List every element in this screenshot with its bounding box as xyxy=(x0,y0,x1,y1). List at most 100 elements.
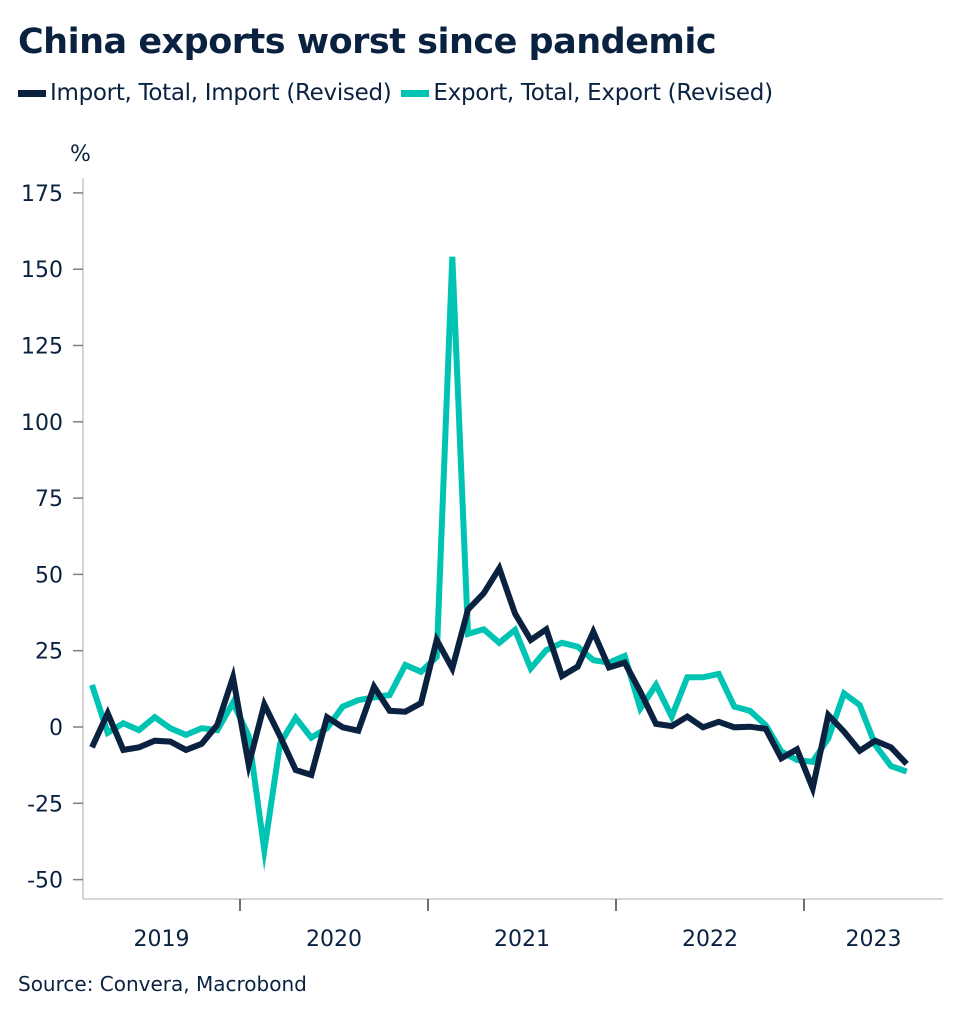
import-data-point xyxy=(841,729,847,735)
export-data-point xyxy=(261,847,267,853)
y-tick-label: 125 xyxy=(21,335,63,360)
export-data-point xyxy=(89,682,95,688)
import-data-point xyxy=(371,684,377,690)
import-data-point xyxy=(559,673,565,679)
export-data-point xyxy=(669,714,675,720)
x-tick-label: 2020 xyxy=(306,927,362,952)
export-data-point xyxy=(105,730,111,736)
import-data-point xyxy=(105,710,111,716)
export-data-point xyxy=(199,725,205,731)
export-data-point xyxy=(481,626,487,632)
legend-swatch-export xyxy=(401,89,430,97)
import-data-point xyxy=(575,664,581,670)
import-data-point xyxy=(684,714,690,720)
import-data-point xyxy=(340,724,346,730)
export-data-point xyxy=(324,725,330,731)
export-data-point xyxy=(308,735,314,741)
export-data-point xyxy=(778,748,784,754)
import-data-point xyxy=(199,741,205,747)
export-data-point xyxy=(449,254,455,260)
export-data-point xyxy=(747,708,753,714)
axes: -50 -25 0 25 50 75 100 125 150 175 2019 2020 2021 202… xyxy=(21,178,943,952)
export-data-point xyxy=(872,742,878,748)
import-data-point xyxy=(449,665,455,671)
y-tick-label: 0 xyxy=(49,716,63,741)
import-data-point xyxy=(653,721,659,727)
y-tick-label: -25 xyxy=(27,792,63,817)
import-data-point xyxy=(293,767,299,773)
import-data-point xyxy=(418,700,424,706)
import-data-point xyxy=(120,747,126,753)
import-data-point xyxy=(543,626,549,632)
import-data-point xyxy=(731,724,737,730)
y-tick-label: 75 xyxy=(35,487,63,512)
export-data-point xyxy=(684,674,690,680)
export-data-point xyxy=(402,662,408,668)
series-line-export xyxy=(89,256,908,872)
export-data-point xyxy=(606,660,612,666)
export-data-point xyxy=(293,715,299,721)
export-data-point xyxy=(653,682,659,688)
export-data-point xyxy=(355,697,361,703)
export-data-point xyxy=(277,741,283,747)
import-data-point xyxy=(512,610,518,616)
import-data-point xyxy=(888,744,894,750)
import-data-point xyxy=(214,722,220,728)
x-tick-label: 2021 xyxy=(494,927,550,952)
export-data-point xyxy=(731,704,737,710)
export-data-point xyxy=(857,702,863,708)
legend-item-import[interactable]: Import, Total, Import (Revised) xyxy=(18,80,392,106)
export-data-point xyxy=(575,644,581,650)
y-tick-label: 50 xyxy=(35,563,63,588)
x-tick-label: 2023 xyxy=(846,927,902,952)
y-tick-label: 25 xyxy=(35,640,63,665)
import-data-point xyxy=(402,709,408,715)
import-data-point xyxy=(355,728,361,734)
import-data-point xyxy=(465,606,471,612)
export-data-point xyxy=(512,627,518,633)
import-data-point xyxy=(481,590,487,596)
export-data-point xyxy=(559,640,565,646)
export-data-point xyxy=(810,759,816,765)
export-data-point xyxy=(794,757,800,763)
import-data-point xyxy=(136,744,142,750)
x-tick-label: 2022 xyxy=(682,927,738,952)
y-tick-label: 175 xyxy=(21,182,63,207)
export-data-point xyxy=(841,690,847,696)
export-data-point xyxy=(700,674,706,680)
import-data-point xyxy=(324,714,330,720)
export-data-point xyxy=(167,725,173,731)
export-data-point xyxy=(230,700,236,706)
export-data-point xyxy=(904,769,910,775)
legend-item-export[interactable]: Export, Total, Export (Revised) xyxy=(401,80,773,106)
import-data-point xyxy=(261,701,267,707)
import-data-point xyxy=(810,785,816,791)
y-tick-label: -50 xyxy=(27,869,63,894)
export-data-point xyxy=(825,735,831,741)
import-data-point xyxy=(89,744,95,750)
export-data-point xyxy=(387,692,393,698)
legend-swatch-import xyxy=(18,89,46,97)
legend-label-export: Export, Total, Export (Revised) xyxy=(433,80,773,106)
export-data-point xyxy=(637,705,643,711)
import-data-point xyxy=(246,762,252,768)
export-data-point xyxy=(434,654,440,660)
export-data-point xyxy=(214,727,220,733)
legend: Import, Total, Import (Revised) Export, … xyxy=(18,80,783,106)
y-tick-label: 150 xyxy=(21,258,63,283)
import-data-point xyxy=(637,689,643,695)
export-data-point xyxy=(543,647,549,653)
export-data-point xyxy=(340,704,346,710)
export-data-point xyxy=(246,733,252,739)
import-data-point xyxy=(904,761,910,767)
chart-title: China exports worst since pandemic xyxy=(18,22,717,62)
import-data-point xyxy=(387,708,393,714)
export-data-point xyxy=(763,722,769,728)
legend-label-import: Import, Total, Import (Revised) xyxy=(50,80,392,106)
export-data-point xyxy=(152,714,158,720)
series-line-import xyxy=(89,561,909,799)
export-data-point xyxy=(528,665,534,671)
import-data-point xyxy=(528,637,534,643)
source-note: Source: Convera, Macrobond xyxy=(18,972,307,996)
